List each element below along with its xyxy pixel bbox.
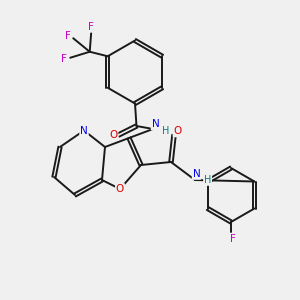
Text: F: F [61, 54, 67, 64]
Text: N: N [193, 169, 200, 179]
Text: O: O [173, 126, 182, 136]
Text: F: F [230, 233, 236, 244]
Text: F: F [65, 31, 71, 41]
Text: N: N [152, 119, 159, 130]
Text: O: O [109, 130, 118, 140]
Text: O: O [116, 184, 124, 194]
Text: F: F [88, 22, 94, 32]
Text: H: H [204, 175, 211, 185]
Text: H: H [162, 125, 169, 136]
Text: N: N [80, 125, 88, 136]
